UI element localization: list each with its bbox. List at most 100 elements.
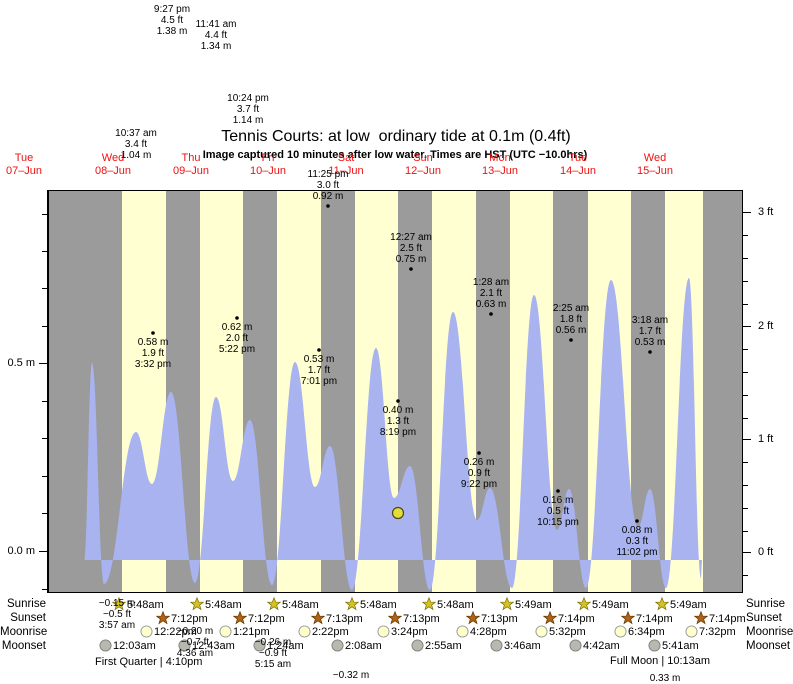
tide-annotation-line: 1.8 ft <box>559 314 583 325</box>
moonrise-circle-icon <box>219 625 232 638</box>
sunset-time: 7:13pm <box>481 613 518 625</box>
sunrise-event: 5:48am <box>344 596 397 612</box>
moonrise-time: 12:22pm <box>154 626 197 638</box>
tide-annotation: 0.08 m 0.3 ft 11:02 pm <box>617 525 658 558</box>
daylight-band <box>665 191 703 592</box>
right-axis-label: 1 ft <box>758 433 774 445</box>
row-label-right-moonrise: Moonrise <box>746 626 793 638</box>
day-label-dow: Tue <box>568 152 588 164</box>
low-tide-annotation-line: −0.7 ft <box>180 637 210 648</box>
sunset-time: 7:14pm <box>558 613 595 625</box>
sunset-time: 7:14pm <box>709 613 746 625</box>
tide-annotation: 0.26 m 0.9 ft 9:22 pm <box>461 457 497 490</box>
row-label-left-sunrise: Sunrise <box>7 598 46 610</box>
low-tide-annotation-line: −0.5 ft <box>102 609 132 620</box>
high-tide-annotation-line: 1.04 m <box>120 150 152 161</box>
tide-annotation-line: 12:27 am <box>390 232 432 243</box>
high-tide-annotation-line: 1.34 m <box>200 41 232 52</box>
moonset-circle-icon <box>648 639 661 652</box>
high-tide-annotation-line: 9:27 pm <box>153 4 191 15</box>
tide-annotation-line: 11:02 pm <box>616 547 658 558</box>
sunset-event: 7:13pm <box>465 610 518 626</box>
right-axis-minor-tick <box>742 508 748 509</box>
moonrise-circle-icon <box>614 625 627 638</box>
moonrise-time: 1:21pm <box>233 626 270 638</box>
left-axis-label: 0.5 m <box>7 357 35 369</box>
sunset-star-icon <box>387 610 403 625</box>
sunset-star-icon <box>693 610 709 625</box>
left-axis-major-tick <box>39 551 48 552</box>
moonrise-event: 2:22pm <box>298 625 349 639</box>
high-tide-annotation-line: 10:37 am <box>115 128 157 139</box>
sunset-star-icon <box>620 610 636 625</box>
moonset-time: 4:42am <box>583 640 620 652</box>
moonrise-circle-icon <box>298 625 311 638</box>
sunset-time: 7:13pm <box>403 613 440 625</box>
sunrise-event: 5:49am <box>576 596 629 612</box>
high-tide-annotation-line: 1.38 m <box>156 26 188 37</box>
day-label-14–Jun: Tue 14–Jun <box>560 152 596 178</box>
moonset-circle-icon <box>253 639 266 652</box>
daylight-band <box>200 191 243 592</box>
moonset-event: 4:42am <box>569 639 620 653</box>
low-tide-annotation: −0.20 m −0.7 ft 4:36 am <box>177 626 213 659</box>
moonset-event: 3:46am <box>490 639 541 653</box>
moonset-circle-icon <box>490 639 503 652</box>
sunrise-star-icon <box>266 596 282 611</box>
day-label-15–Jun: Wed 15–Jun <box>637 152 673 178</box>
moonrise-circle-icon <box>685 625 698 638</box>
day-label-dow: Mon <box>489 152 511 164</box>
moonrise-event: 1:21pm <box>219 625 270 639</box>
right-axis-minor-tick <box>742 235 748 236</box>
tide-annotation-line: 9:22 pm <box>460 479 498 490</box>
day-label-date: 13–Jun <box>481 165 519 177</box>
tide-annotation-line: 2.1 ft <box>479 288 503 299</box>
sunset-time: 7:12pm <box>171 613 208 625</box>
moonrise-event: 6:34pm <box>614 625 665 639</box>
sunset-event: 7:14pm <box>693 610 746 626</box>
tide-annotation-line: 2:25 am <box>552 303 590 314</box>
tide-annotation-line: 0.62 m <box>221 322 253 333</box>
low-tide-annotation-line: −0.26 m <box>254 637 292 648</box>
sunrise-star-icon <box>189 596 205 611</box>
sunrise-event: 5:48am <box>421 596 474 612</box>
row-label-right-sunset: Sunset <box>746 612 782 624</box>
moonset-time: 3:46am <box>504 640 541 652</box>
tide-annotation-line: 0.63 m <box>475 299 507 310</box>
high-tide-annotation-line: 4.4 ft <box>204 30 228 41</box>
moonrise-event: 5:32pm <box>535 625 586 639</box>
tide-annotation-line: 0.08 m <box>621 525 653 536</box>
right-axis-major-tick <box>742 212 751 213</box>
day-label-dow: Fri <box>261 152 275 164</box>
tide-annotation: 11:25 pm 3.0 ft 0.92 m <box>308 169 349 202</box>
sunset-time: 7:13pm <box>326 613 363 625</box>
tide-annotation-line: 0.5 ft <box>546 506 570 517</box>
sunrise-star-icon <box>344 596 360 611</box>
moonset-time: 1:24am <box>267 640 304 652</box>
tide-annotation-line: 2.5 ft <box>399 243 423 254</box>
sunrise-event: 5:48am <box>111 596 164 612</box>
sunrise-star-icon <box>499 596 515 611</box>
right-axis-minor-tick <box>742 281 748 282</box>
right-axis-minor-tick <box>742 575 748 576</box>
low-tide-annotation: −0.32 m <box>333 670 369 681</box>
tide-annotation-line: 3:32 pm <box>134 359 172 370</box>
day-label-date: 09–Jun <box>172 165 210 177</box>
tide-annotation-line: 1:28 am <box>472 277 510 288</box>
right-axis-minor-tick <box>742 485 748 486</box>
left-axis-minor-tick <box>42 288 48 289</box>
right-axis-minor-tick <box>742 258 748 259</box>
moonrise-time: 7:32pm <box>699 626 736 638</box>
moonset-time: 12:03am <box>113 640 156 652</box>
tide-annotation: 0.62 m 2.0 ft 5:22 pm <box>219 322 255 355</box>
sunset-event: 7:13pm <box>310 610 363 626</box>
moonrise-circle-icon <box>535 625 548 638</box>
sunrise-event: 5:48am <box>266 596 319 612</box>
left-axis-minor-tick <box>42 214 48 215</box>
moonrise-time: 4:28pm <box>470 626 507 638</box>
tide-annotation-line: 2.0 ft <box>225 333 249 344</box>
high-tide-annotation-line: 3.4 ft <box>124 139 148 150</box>
moonrise-time: 2:22pm <box>312 626 349 638</box>
right-axis-minor-tick <box>742 304 748 305</box>
right-axis-minor-tick <box>742 462 748 463</box>
